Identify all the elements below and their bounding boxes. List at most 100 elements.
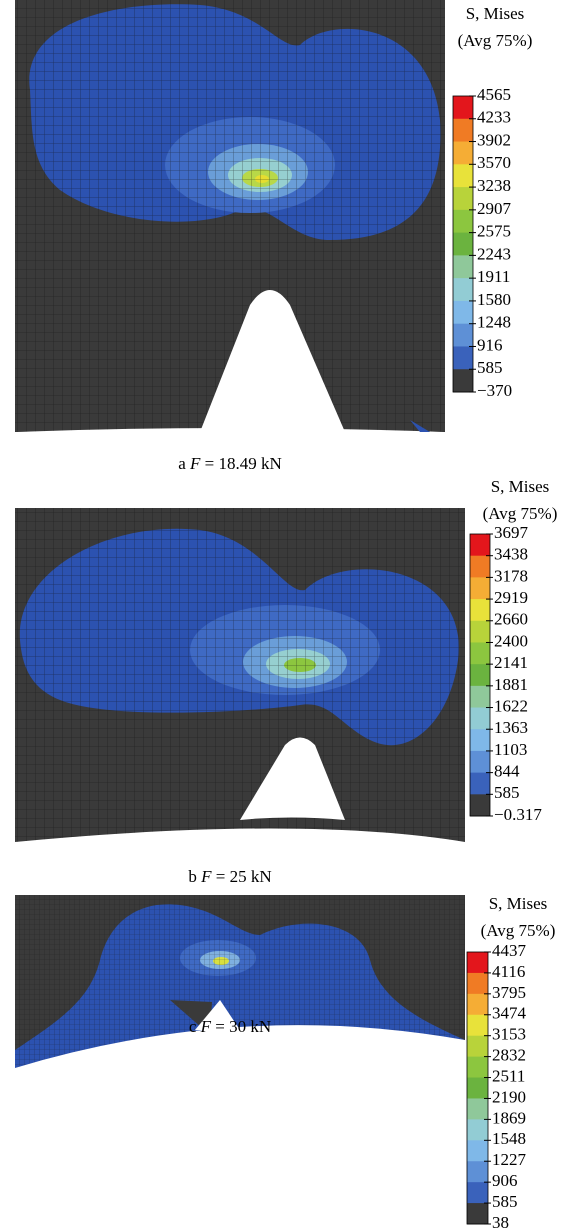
contour-plot-a — [15, 0, 445, 432]
color-band — [453, 96, 473, 119]
color-band — [453, 233, 473, 256]
legend-label: 3795 — [492, 983, 526, 1002]
caption-value: = 18.49 kN — [205, 454, 282, 473]
legend-label: 3902 — [477, 130, 511, 149]
legend-label: 1622 — [494, 696, 528, 715]
legend-label: 2907 — [477, 199, 512, 218]
contour-plot-c — [15, 895, 465, 1090]
color-band — [453, 346, 473, 369]
color-band — [453, 142, 473, 165]
legend-label: 2660 — [494, 610, 528, 629]
caption-label: b — [188, 867, 197, 886]
legend-label: 3570 — [477, 153, 511, 172]
legend-label: 1580 — [477, 290, 511, 309]
color-band — [470, 794, 490, 816]
legend-subtitle: (Avg 75%) — [481, 921, 556, 940]
color-band — [453, 324, 473, 347]
legend: S, Mises (Avg 75%) 4565 4233 3902 3570 3238 290… — [453, 4, 532, 400]
color-band — [470, 577, 490, 599]
legend: S, Mises (Avg 75%)3697 3438 3178 2919 2660 240… — [470, 477, 557, 824]
color-band — [470, 686, 490, 708]
legend-subtitle: (Avg 75%) — [483, 504, 558, 523]
color-band — [453, 187, 473, 210]
color-band — [467, 1057, 488, 1078]
color-band — [467, 973, 488, 994]
color-band — [470, 729, 490, 751]
legend-label: −370 — [477, 381, 512, 400]
legend-label: 1911 — [477, 267, 510, 286]
legend-label: 2919 — [494, 588, 528, 607]
caption-variable: F — [200, 867, 212, 886]
color-band — [467, 1078, 488, 1099]
legend-label: −0.317 — [494, 805, 542, 824]
legend-label: 1869 — [492, 1108, 526, 1127]
color-band — [453, 278, 473, 301]
legend-label: 906 — [492, 1171, 518, 1190]
legend-label: 4116 — [492, 962, 525, 981]
color-band — [470, 773, 490, 795]
color-band — [453, 119, 473, 142]
color-band — [467, 994, 488, 1015]
legend-label: 2832 — [492, 1046, 526, 1065]
legend-title: S, Mises — [491, 477, 550, 496]
legend-label: 3438 — [494, 545, 528, 564]
legend-label: 3178 — [494, 566, 528, 585]
color-band — [467, 1036, 488, 1057]
legend-label: 585 — [477, 358, 503, 377]
legend-subtitle: (Avg 75%) — [458, 31, 533, 50]
color-band — [453, 301, 473, 324]
legend-label: 4565 — [477, 85, 511, 104]
caption: a F = 18.49 kN — [178, 454, 282, 473]
color-band — [467, 1203, 488, 1224]
color-band — [470, 708, 490, 730]
legend-label: 585 — [494, 783, 520, 802]
contour-plot-b — [15, 508, 465, 842]
color-band — [453, 164, 473, 187]
color-band — [453, 255, 473, 278]
caption-value: = 25 kN — [216, 867, 272, 886]
legend-label: 3697 — [494, 523, 529, 542]
color-band — [467, 1098, 488, 1119]
legend-label: 4437 — [492, 941, 527, 960]
legend-label: 1248 — [477, 313, 511, 332]
color-band — [470, 642, 490, 664]
caption-value: = 30 kN — [215, 1017, 271, 1036]
legend-label: 1881 — [494, 675, 528, 694]
legend-title: S, Mises — [466, 4, 525, 23]
legend-label: 4233 — [477, 108, 511, 127]
color-band — [467, 1015, 488, 1036]
legend-label: 2400 — [494, 631, 528, 650]
legend-label: 1227 — [492, 1150, 527, 1169]
color-band — [470, 534, 490, 556]
legend-label: 2190 — [492, 1087, 526, 1106]
legend-label: 38 — [492, 1213, 509, 1232]
color-band — [467, 952, 488, 973]
legend-label: 585 — [492, 1192, 518, 1211]
caption-variable: F — [200, 1017, 212, 1036]
legend-label: 2575 — [477, 222, 511, 241]
color-band — [467, 1140, 488, 1161]
color-band — [470, 599, 490, 621]
color-band — [467, 1182, 488, 1203]
caption-variable: F — [189, 454, 201, 473]
caption: b F = 25 kN — [188, 867, 271, 886]
legend-label: 1103 — [494, 740, 527, 759]
legend-label: 2243 — [477, 244, 511, 263]
caption: c F = 30 kN — [189, 1017, 271, 1036]
color-band — [467, 1161, 488, 1182]
color-band — [470, 621, 490, 643]
color-band — [453, 210, 473, 233]
legend-label: 3153 — [492, 1025, 526, 1044]
legend-label: 916 — [477, 335, 503, 354]
color-band — [467, 1119, 488, 1140]
legend-label: 1548 — [492, 1129, 526, 1148]
legend-label: 1363 — [494, 718, 528, 737]
legend-label: 2511 — [492, 1066, 525, 1085]
legend-label: 2141 — [494, 653, 528, 672]
color-band — [470, 664, 490, 686]
figure: S, Mises (Avg 75%) 4565 4233 3902 3570 3238 290… — [0, 0, 575, 1232]
legend-label: 3238 — [477, 176, 511, 195]
color-band — [470, 751, 490, 773]
color-band — [453, 369, 473, 392]
legend: S, Mises(Avg 75%)44374116379534743153283… — [467, 894, 555, 1232]
